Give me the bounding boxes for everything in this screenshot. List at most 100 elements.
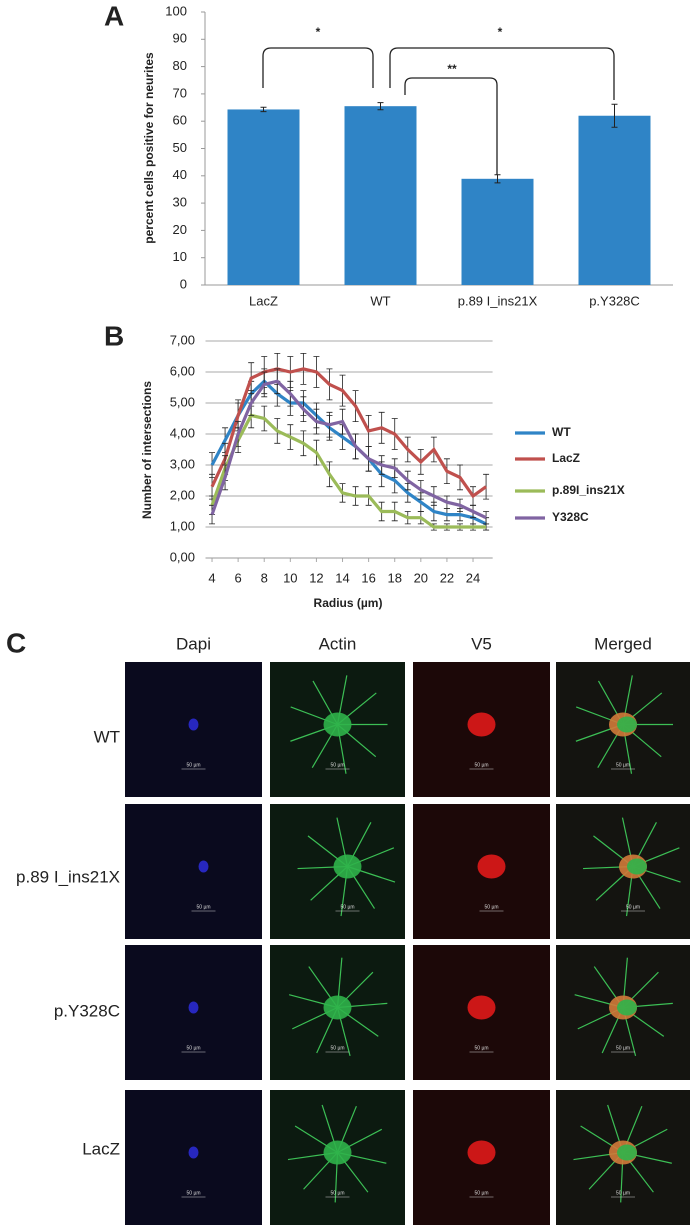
scale-label: 50 µm [331, 762, 345, 768]
x-tick-label: 22 [440, 570, 454, 585]
x-tick-label: 8 [261, 570, 268, 585]
micrograph: 50 µm [556, 1090, 690, 1225]
panel-label: A [104, 0, 124, 31]
y-axis-label: percent cells positive for neurites [142, 52, 156, 244]
micrograph: 50 µm [556, 945, 690, 1080]
scale-label: 50 µm [485, 904, 499, 910]
y-tick-label: 30 [173, 195, 187, 210]
cell [323, 995, 352, 1020]
x-tick-label: 20 [414, 570, 428, 585]
x-tick-label: 14 [335, 570, 349, 585]
cell [477, 854, 506, 879]
column-header: V5 [471, 634, 492, 653]
legend-label: WT [552, 425, 571, 439]
y-tick-label: 3,00 [170, 456, 195, 471]
x-tick-label: p.89 I_ins21X [458, 293, 538, 308]
cell [617, 716, 637, 733]
row-label: p.89 I_ins21X [16, 867, 120, 886]
scale-label: 50 µm [197, 904, 211, 910]
scale-label: 50 µm [616, 762, 630, 768]
x-tick-label: 10 [283, 570, 297, 585]
scale-label: 50 µm [616, 1045, 630, 1051]
error-bar [260, 106, 267, 113]
error-bar [611, 103, 618, 128]
cell [627, 858, 647, 875]
column-header: Merged [594, 634, 652, 653]
cell [467, 712, 496, 737]
y-tick-label: 20 [173, 222, 187, 237]
scale-label: 50 µm [187, 762, 201, 768]
cell [188, 718, 199, 731]
bar [344, 106, 417, 285]
micrograph: 50 µm [125, 662, 262, 797]
cell [198, 860, 209, 873]
row-label: LacZ [82, 1139, 120, 1158]
error-bar [377, 102, 384, 111]
bracket [389, 47, 615, 100]
cell [467, 1140, 496, 1165]
y-tick-label: 40 [173, 167, 187, 182]
cell [323, 712, 352, 737]
micrograph: 50 µm [270, 945, 405, 1080]
micrograph: 50 µm [125, 1090, 262, 1225]
cell [617, 999, 637, 1016]
x-axis-label: Radius (µm) [314, 596, 383, 610]
scale-label: 50 µm [187, 1190, 201, 1196]
x-tick-label: 6 [235, 570, 242, 585]
micrograph: 50 µm [270, 662, 405, 797]
cell [617, 1144, 637, 1161]
y-tick-label: 5,00 [170, 394, 195, 409]
scale-label: 50 µm [187, 1045, 201, 1051]
panel-label: B [104, 320, 124, 351]
micrograph: 50 µm [270, 804, 405, 939]
x-tick-label: LacZ [249, 293, 278, 308]
x-tick-label: 24 [466, 570, 480, 585]
micrograph-bg [125, 804, 262, 939]
x-tick-label: 16 [361, 570, 375, 585]
cell [323, 1140, 352, 1165]
micrograph: 50 µm [125, 804, 262, 939]
column-header: Actin [319, 634, 357, 653]
legend-label: LacZ [552, 451, 580, 465]
y-tick-label: 10 [173, 249, 187, 264]
x-tick-label: WT [370, 293, 390, 308]
y-tick-label: 1,00 [170, 518, 195, 533]
significance-brackets [262, 47, 615, 175]
cell [467, 995, 496, 1020]
y-tick-label: 0,00 [170, 549, 195, 564]
y-tick-label: 2,00 [170, 487, 195, 502]
scale-label: 50 µm [475, 1045, 489, 1051]
x-tick-label: 18 [387, 570, 401, 585]
micrograph: 50 µm [413, 945, 550, 1080]
series-line [210, 413, 487, 529]
cell [188, 1146, 199, 1159]
bar [227, 109, 300, 285]
x-tick-label: 12 [309, 570, 323, 585]
bracket [262, 47, 374, 88]
micrograph: 50 µm [413, 662, 550, 797]
scale-label: 50 µm [616, 1190, 630, 1196]
bar [461, 178, 534, 285]
bracket [404, 77, 498, 175]
series-line [210, 367, 488, 499]
series-line [210, 379, 487, 520]
cell [188, 1001, 199, 1014]
error-bar [494, 174, 501, 184]
scale-label: 50 µm [475, 762, 489, 768]
cell [333, 854, 362, 879]
y-tick-label: 100 [165, 3, 187, 18]
significance-label: ** [447, 62, 457, 76]
scale-label: 50 µm [341, 904, 355, 910]
y-axis-label: Number of intersections [140, 381, 154, 519]
panel-label: C [6, 627, 26, 658]
scale-label: 50 µm [331, 1190, 345, 1196]
y-tick-label: 80 [173, 58, 187, 73]
column-header: Dapi [176, 634, 211, 653]
x-tick-label: 4 [208, 570, 215, 585]
micrograph: 50 µm [413, 1090, 550, 1225]
scale-label: 50 µm [331, 1045, 345, 1051]
micrograph: 50 µm [413, 804, 550, 939]
micrograph: 50 µm [125, 945, 262, 1080]
significance-label: * [498, 25, 503, 39]
micrograph: 50 µm [556, 662, 690, 797]
